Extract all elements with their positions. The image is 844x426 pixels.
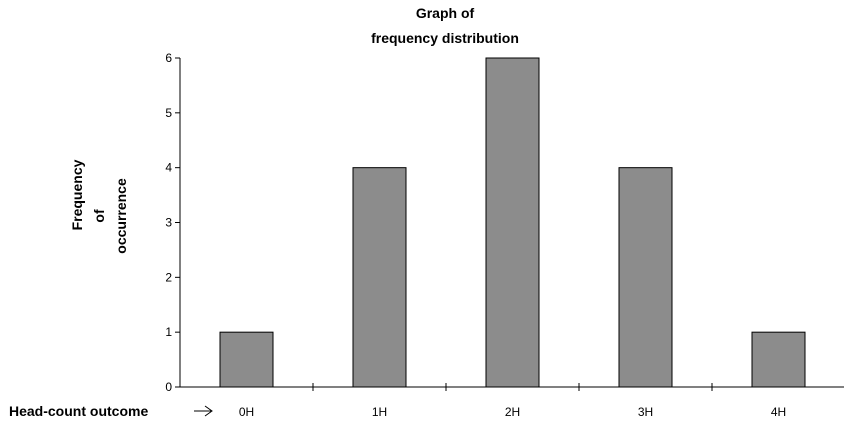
bar-3H [618, 167, 673, 388]
x-tick-label-4H: 4H [771, 405, 786, 419]
x-tick-label-2H: 2H [505, 405, 520, 419]
y-tick-label: 0 [165, 380, 172, 394]
x-tick-label-1H: 1H [372, 405, 387, 419]
plot-area: 0 1 2 3 4 5 6 0H 1H 2H 3H 4H [165, 51, 844, 419]
x-axis-label: Head-count outcome [9, 403, 148, 419]
x-tick-label-0H: 0H [239, 405, 254, 419]
y-axis-label-line-2: of [91, 209, 107, 223]
y-axis-label-line-1: Frequency [69, 159, 85, 230]
chart-title-line-2: frequency distribution [371, 30, 519, 46]
y-tick-label: 2 [165, 270, 172, 284]
bar-4H [751, 331, 806, 388]
bar-0H [219, 331, 274, 388]
y-tick-label: 6 [165, 51, 172, 65]
bar-1H [352, 167, 407, 388]
y-axis-label-line-3: occurrence [113, 178, 129, 254]
chart-title-line-1: Graph of [416, 5, 475, 21]
bar-2H [485, 57, 540, 388]
x-axis-arrow [194, 405, 213, 417]
y-tick-label: 5 [165, 106, 172, 120]
y-tick-label: 1 [165, 325, 172, 339]
y-tick-label: 3 [165, 216, 172, 230]
y-tick-label: 4 [165, 161, 172, 175]
x-tick-label-3H: 3H [638, 405, 653, 419]
